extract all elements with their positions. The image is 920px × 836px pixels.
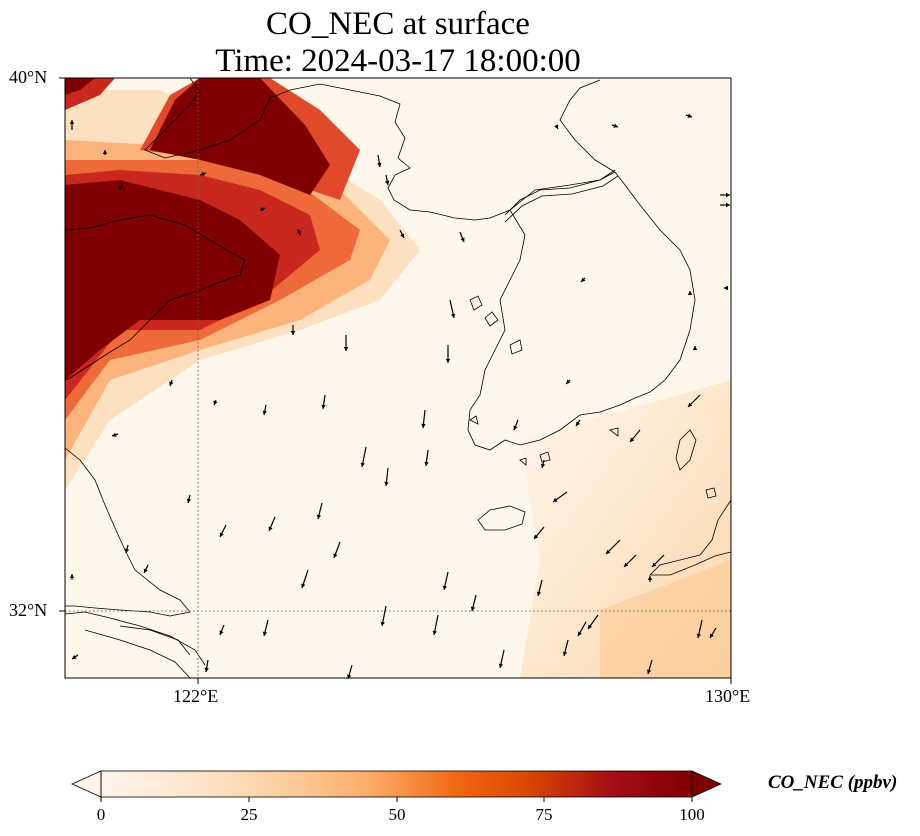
wind-arrow-head bbox=[69, 120, 75, 124]
wind-arrow-head bbox=[562, 651, 568, 656]
cbar-label-0: 0 bbox=[96, 805, 106, 824]
wind-arrow-head bbox=[581, 277, 586, 282]
wind-arrow-head bbox=[692, 346, 698, 350]
wind-arrow-head bbox=[400, 233, 405, 238]
wind-arrow-head bbox=[268, 526, 273, 531]
wind-arrow-head bbox=[646, 669, 652, 674]
wind-arrow-head bbox=[262, 410, 267, 415]
wind-arrow-head bbox=[724, 285, 728, 291]
wind-arrow-head bbox=[297, 229, 302, 234]
wind-arrow-head bbox=[102, 150, 108, 154]
wind-arrow-head bbox=[262, 631, 268, 636]
wind-arrow-head bbox=[432, 630, 437, 635]
wind-arrow-head bbox=[186, 498, 192, 503]
colorbar-extend-low bbox=[71, 770, 102, 798]
wind-arrow-head bbox=[534, 534, 539, 539]
map-title: CO_NEC at surface bbox=[266, 6, 530, 42]
wind-arrow-head bbox=[333, 553, 338, 558]
wind-arrow-head bbox=[343, 347, 349, 351]
wind-arrow-head bbox=[498, 663, 504, 668]
wind-arrow-head bbox=[554, 124, 559, 129]
wind-arrow-head bbox=[687, 113, 692, 118]
wind-arrow-head bbox=[124, 548, 130, 553]
wind-arrow-head bbox=[219, 630, 224, 635]
coastlines bbox=[65, 78, 731, 678]
wind-arrow-head bbox=[578, 631, 582, 636]
wind-arrow-head bbox=[377, 162, 382, 167]
wind-arrow-head bbox=[424, 461, 429, 466]
wind-arrow-head bbox=[450, 313, 456, 318]
wind-arrow-head bbox=[470, 606, 476, 611]
wind-arrow-head bbox=[204, 667, 209, 672]
wind-arrow-head bbox=[118, 184, 123, 189]
wind-arrow-head bbox=[112, 432, 117, 437]
cbar-label-25: 25 bbox=[240, 805, 258, 824]
wind-arrow-head bbox=[726, 192, 730, 198]
wind-arrow-head bbox=[169, 381, 174, 386]
wind-arrow-head bbox=[536, 591, 542, 596]
wind-arrow-head bbox=[513, 425, 518, 430]
wind-arrow-head bbox=[696, 633, 702, 638]
wind-arrow-head bbox=[652, 562, 657, 567]
colorbar-gradient bbox=[101, 771, 692, 797]
wind-arrow-head bbox=[201, 172, 206, 177]
wind-arrow-head bbox=[290, 331, 296, 335]
wind-vectors bbox=[69, 113, 730, 680]
wind-arrow-head bbox=[687, 291, 693, 295]
wind-arrow-head bbox=[143, 568, 148, 573]
wind-arrow-head bbox=[321, 404, 326, 409]
wind-arrow-head bbox=[624, 562, 629, 567]
wind-arrow-head bbox=[588, 624, 593, 629]
wind-arrow-head bbox=[576, 421, 581, 426]
wind-arrow-head bbox=[566, 379, 571, 384]
lat-label-32: 32°N bbox=[9, 600, 48, 620]
wind-arrow-head bbox=[421, 423, 426, 428]
wind-arrow-head bbox=[726, 202, 730, 208]
wind-arrow-head bbox=[553, 497, 558, 502]
wind-arrow-head bbox=[301, 583, 306, 588]
wind-arrow-head bbox=[647, 576, 653, 580]
wind-arrow-head bbox=[213, 400, 218, 405]
wind-arrow-head bbox=[72, 654, 77, 659]
wind-arrow-head bbox=[360, 462, 365, 467]
gridlines bbox=[65, 78, 731, 678]
colorbar-extend-high bbox=[691, 770, 722, 798]
wind-arrow-head bbox=[385, 180, 390, 185]
wind-arrow-head bbox=[613, 123, 618, 128]
wind-arrow-head bbox=[442, 585, 448, 590]
wind-arrow-head bbox=[219, 532, 224, 537]
wind-arrow-head bbox=[445, 359, 451, 363]
wind-arrow-head bbox=[688, 402, 693, 407]
wind-arrow-head bbox=[460, 237, 465, 242]
map-frame bbox=[64, 77, 732, 679]
cbar-label-100: 100 bbox=[679, 805, 705, 824]
colorbar-title: CO_NEC (ppbv) bbox=[768, 772, 898, 793]
lat-label-40: 40°N bbox=[9, 67, 48, 87]
wind-arrow-head bbox=[260, 207, 265, 212]
wind-arrow-head bbox=[380, 621, 385, 626]
wind-arrow-head bbox=[384, 481, 389, 486]
wind-arrow-head bbox=[606, 549, 611, 554]
wind-arrow-head bbox=[540, 463, 546, 468]
concentration-field bbox=[65, 78, 731, 678]
lon-label-122: 122°E bbox=[173, 686, 219, 706]
wind-arrow-head bbox=[316, 514, 322, 519]
lon-label-130: 130°E bbox=[705, 686, 751, 706]
wind-arrow-head bbox=[69, 574, 75, 578]
wind-arrow-head bbox=[630, 437, 635, 442]
map-subtitle-time: Time: 2024-03-17 18:00:00 bbox=[215, 43, 581, 79]
wind-arrow-head bbox=[710, 633, 714, 638]
colorbar bbox=[71, 770, 722, 802]
cbar-label-50: 50 bbox=[388, 805, 406, 824]
cbar-label-75: 75 bbox=[535, 805, 553, 824]
